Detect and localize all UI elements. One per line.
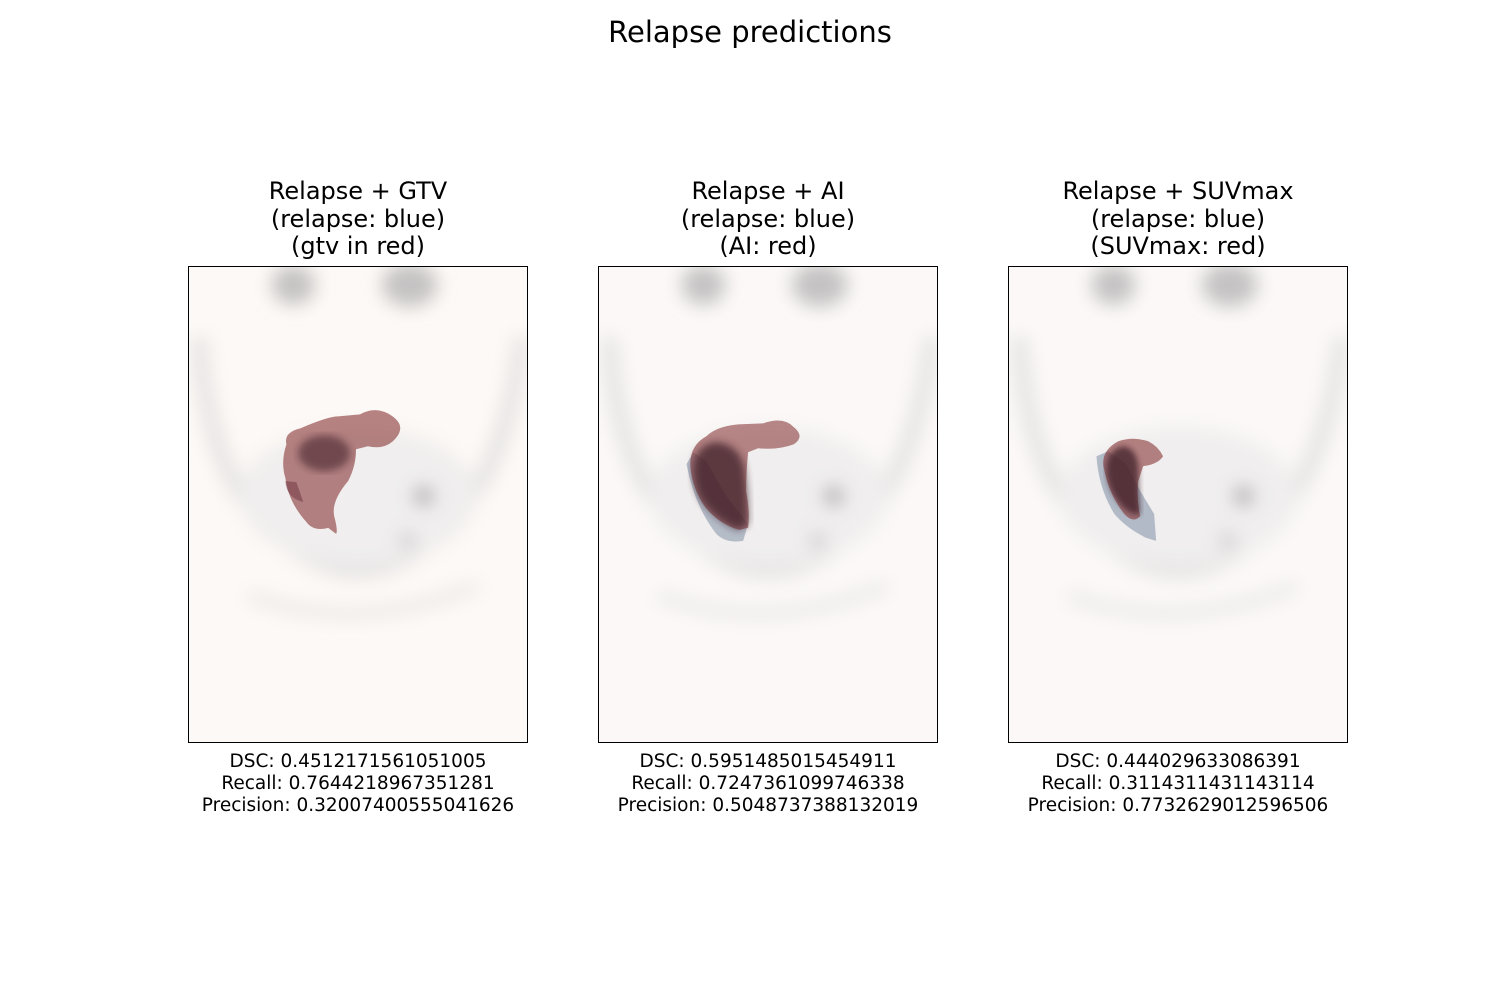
- pet-scan-image: [1008, 266, 1348, 743]
- metric-recall: Recall: 0.3114311431143114: [1041, 773, 1315, 794]
- panel-title-line: Relapse + GTV: [268, 177, 448, 205]
- metrics-block: DSC: 0.444029633086391 Recall: 0.3114311…: [968, 751, 1388, 817]
- metric-precision: Precision: 0.32007400555041626: [201, 795, 515, 816]
- pet-scan-image: [598, 266, 938, 743]
- panel-title-line: (relapse: blue): [1090, 204, 1266, 233]
- metrics-block: DSC: 0.5951485015454911 Recall: 0.724736…: [558, 751, 978, 817]
- metric-recall: Recall: 0.7644218967351281: [221, 773, 495, 794]
- panel-title: Relapse + AI (relapse: blue) (AI: red): [558, 177, 978, 261]
- figure-title: Relapse predictions: [608, 15, 892, 49]
- metric-dsc: DSC: 0.5951485015454911: [639, 751, 897, 772]
- pet-scan-image: [188, 266, 528, 743]
- panel-title: Relapse + SUVmax (relapse: blue) (SUVmax…: [968, 177, 1388, 261]
- panel-title-line: (SUVmax: red): [1090, 232, 1266, 260]
- metric-dsc: DSC: 0.444029633086391: [1055, 751, 1301, 772]
- panel-title-line: (AI: red): [719, 232, 817, 260]
- metric-recall: Recall: 0.7247361099746338: [631, 773, 905, 794]
- panel-title-line: (relapse: blue): [680, 204, 856, 233]
- panel-title-line: (gtv in red): [290, 232, 426, 260]
- metric-precision: Precision: 0.7732629012596506: [1027, 795, 1329, 816]
- panel-ai: Relapse + AI (relapse: blue) (AI: red): [558, 0, 978, 1000]
- panel-title: Relapse + GTV (relapse: blue) (gtv in re…: [148, 177, 568, 261]
- panel-gtv: Relapse + GTV (relapse: blue) (gtv in re…: [148, 0, 568, 1000]
- panel-suvmax: Relapse + SUVmax (relapse: blue) (SUVmax…: [968, 0, 1388, 1000]
- panel-title-line: Relapse + AI: [691, 177, 845, 205]
- metric-precision: Precision: 0.5048737388132019: [617, 795, 919, 816]
- panel-title-line: (relapse: blue): [270, 204, 446, 233]
- metric-dsc: DSC: 0.4512171561051005: [229, 751, 487, 772]
- panel-title-line: Relapse + SUVmax: [1062, 177, 1294, 205]
- metrics-block: DSC: 0.4512171561051005 Recall: 0.764421…: [148, 751, 568, 817]
